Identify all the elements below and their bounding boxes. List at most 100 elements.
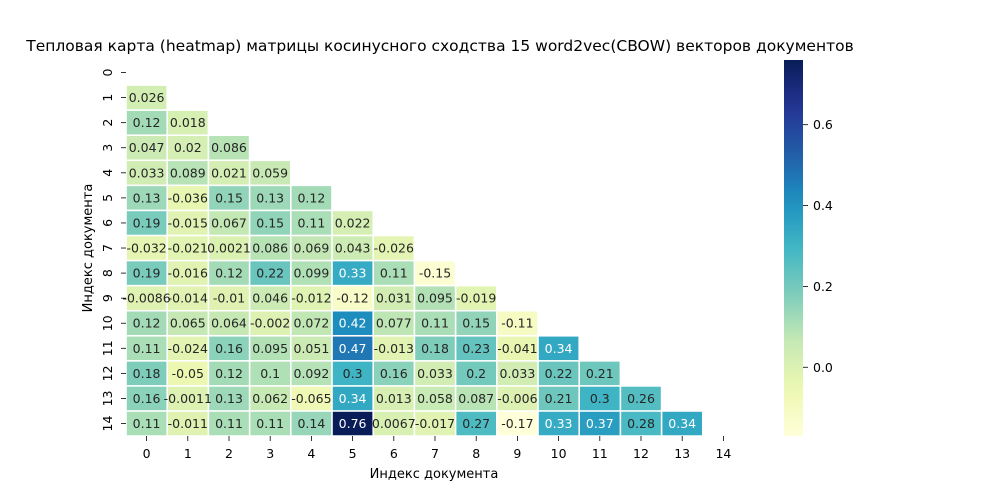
y-tick-label: 11	[100, 340, 115, 356]
heatmap-cell	[126, 261, 167, 285]
heatmap-cell	[250, 411, 290, 436]
heatmap-cell	[126, 411, 167, 436]
heatmap-cell-label: 0.11	[297, 215, 325, 230]
heatmap-cell-label: 0.018	[170, 115, 206, 130]
heatmap-cell-label: -0.065	[291, 391, 331, 406]
heatmap-cell	[332, 236, 373, 260]
heatmap-cell	[168, 386, 208, 411]
heatmap-cell-label: 0.046	[252, 291, 288, 306]
x-axis-ticks: 0 1 2 3 4 5 6 7 8 9 10 11 12 13 14	[143, 436, 731, 461]
heatmap-cell	[497, 411, 538, 436]
heatmap-cells	[126, 85, 702, 436]
heatmap-cell-label: -0.013	[374, 341, 414, 356]
heatmap-cell-label: -0.019	[456, 291, 496, 306]
heatmap-cell-label: 0.13	[256, 190, 284, 205]
heatmap-cell	[415, 311, 455, 335]
heatmap-cell	[291, 211, 332, 235]
heatmap-cell-label: 0.092	[294, 366, 330, 381]
heatmap-cell	[209, 311, 249, 335]
heatmap-cell	[168, 311, 208, 335]
x-tick-label: 1	[184, 446, 192, 461]
heatmap-cell-label: 0.089	[170, 165, 206, 180]
heatmap-cell	[374, 236, 414, 260]
x-tick-label: 14	[715, 446, 731, 461]
heatmap-cell	[209, 186, 249, 210]
colorbar	[784, 60, 803, 436]
heatmap-cell-label: 0.21	[586, 366, 614, 381]
colorbar-tick-label: 0.6	[813, 117, 833, 132]
heatmap-cell-label: -0.021	[168, 241, 208, 256]
heatmap-cell-label: 0.033	[500, 366, 536, 381]
heatmap-cell-label: 0.11	[133, 416, 161, 431]
heatmap-cell-label: 0.47	[339, 341, 367, 356]
heatmap-cell-label: 0.087	[458, 391, 494, 406]
heatmap-cell	[332, 286, 373, 310]
heatmap-cell	[250, 236, 290, 260]
heatmap-cell	[168, 336, 208, 361]
heatmap-cell-label: 0.42	[339, 316, 367, 331]
heatmap-cell	[209, 336, 249, 361]
heatmap-cell	[291, 361, 332, 386]
heatmap-cell-label: -0.05	[172, 366, 204, 381]
heatmap-cell	[291, 336, 332, 361]
heatmap-cell-label: 0.16	[133, 391, 161, 406]
heatmap-cell-label: 0.099	[294, 266, 330, 281]
heatmap-cell	[209, 261, 249, 285]
heatmap-cell	[126, 110, 167, 135]
heatmap-cell-label: 0.067	[211, 215, 247, 230]
heatmap-cell-label: 0.11	[215, 416, 243, 431]
heatmap-cell-label: -0.026	[374, 241, 414, 256]
heatmap-cell-label: 0.033	[417, 366, 453, 381]
heatmap-cell	[209, 361, 249, 386]
heatmap-cell-label: -0.15	[419, 266, 451, 281]
x-tick-label: 11	[592, 446, 608, 461]
heatmap-cell	[126, 236, 167, 260]
heatmap-cell-label: 0.15	[256, 215, 284, 230]
heatmap-cell	[168, 211, 208, 235]
heatmap-cell	[332, 311, 373, 335]
x-tick-label: 13	[674, 446, 690, 461]
heatmap-cell	[497, 386, 538, 411]
heatmap-cell-label: -0.015	[168, 215, 208, 230]
heatmap-cell	[126, 186, 167, 210]
heatmap-cell	[291, 311, 332, 335]
heatmap-cell-label: 0.013	[376, 391, 412, 406]
heatmap-cell	[497, 311, 538, 335]
x-tick-label: 6	[390, 446, 398, 461]
heatmap-cell	[415, 386, 455, 411]
heatmap-cell-label: 0.33	[339, 266, 367, 281]
heatmap-cell	[126, 361, 167, 386]
heatmap-cell-label: 0.058	[417, 391, 453, 406]
heatmap-cell	[332, 211, 373, 235]
heatmap-cell	[415, 261, 455, 285]
heatmap-cell	[456, 411, 496, 436]
y-tick-label: 2	[100, 119, 115, 127]
heatmap-cell-label: -0.17	[501, 416, 533, 431]
heatmap-cell-label: 0.23	[462, 341, 490, 356]
heatmap-cell-label: 0.12	[215, 266, 243, 281]
heatmap-cell-label: 0.16	[215, 341, 243, 356]
heatmap-cell-label: -0.002	[250, 316, 290, 331]
heatmap-cell-label: 0.0021	[207, 241, 251, 256]
heatmap-cell-label: 0.34	[668, 416, 696, 431]
heatmap-cell	[209, 211, 249, 235]
colorbar-tick-label: 0.4	[813, 198, 833, 213]
heatmap-cell	[291, 261, 332, 285]
heatmap-cell	[168, 236, 208, 260]
x-tick-label: 12	[633, 446, 649, 461]
heatmap-cell-label: 0.1	[260, 366, 280, 381]
heatmap-cell	[538, 336, 579, 361]
heatmap-cell-label: 0.022	[335, 215, 371, 230]
y-tick-label: 5	[100, 194, 115, 202]
heatmap-cell-label: -0.012	[291, 291, 331, 306]
heatmap-cell-label: -0.0086	[122, 291, 170, 306]
heatmap-cell-label: 0.051	[294, 341, 330, 356]
chart-title: Тепловая карта (heatmap) матрицы косинус…	[25, 37, 854, 55]
y-axis-label: Индекс документа	[81, 184, 96, 313]
heatmap-cell	[332, 361, 373, 386]
heatmap-cell	[209, 136, 249, 160]
x-tick-label: 10	[551, 446, 567, 461]
heatmap-cell-label: 0.086	[252, 241, 288, 256]
heatmap-cell	[621, 411, 661, 436]
